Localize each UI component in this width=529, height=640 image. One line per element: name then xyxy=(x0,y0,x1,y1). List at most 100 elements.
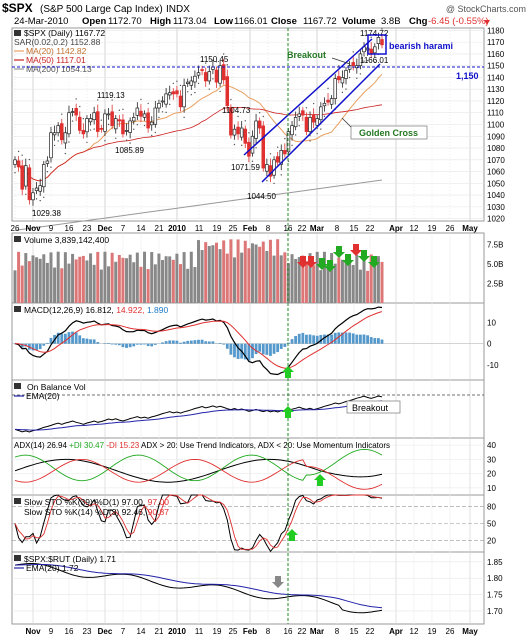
volume-bar xyxy=(304,260,308,303)
volume-down-arrow-icon xyxy=(297,256,309,268)
candle-body xyxy=(92,112,96,121)
candle-body xyxy=(128,120,132,133)
ma200-line xyxy=(14,179,383,231)
sar-dot xyxy=(50,166,52,168)
sar-dot xyxy=(140,98,142,101)
x-tick-label-top: 7 xyxy=(121,224,126,233)
sar-dot xyxy=(327,87,329,90)
extrema-label: 1174.72 xyxy=(360,29,389,38)
candle-body xyxy=(290,125,294,136)
y-tick-label: 1070 xyxy=(487,156,505,165)
sar-dot xyxy=(345,88,347,90)
volume-bar xyxy=(222,240,226,303)
candle-body xyxy=(250,135,255,154)
sar-dot xyxy=(370,36,372,38)
candle-body xyxy=(329,98,334,105)
macd-hist-bar xyxy=(315,335,319,344)
candle-body xyxy=(146,112,150,129)
volume-bar xyxy=(89,253,93,303)
macd-hist-bar xyxy=(117,343,121,346)
sar-dot xyxy=(298,125,300,127)
x-tick-label-top: Mar xyxy=(310,224,324,233)
chg-value: -6.45 (-0.55%) xyxy=(428,16,489,27)
volume-arrows xyxy=(297,244,380,272)
candle-body xyxy=(286,131,291,153)
sar-dot xyxy=(93,128,95,130)
macd-hist-bar xyxy=(359,334,362,344)
x-tick-label-top: 21 xyxy=(155,224,164,233)
x-tick-label-top: 22 xyxy=(366,224,375,233)
volume-bar xyxy=(168,256,172,303)
sar-dot xyxy=(291,144,293,147)
candle-body xyxy=(131,117,136,122)
volume-up-arrow-icon xyxy=(368,256,380,268)
x-tick-label-top: 9 xyxy=(49,224,54,233)
y-tick-label: 20 xyxy=(487,470,496,479)
candle-body xyxy=(254,120,258,139)
macd-hist-bar xyxy=(341,332,344,344)
macd-hist-bar xyxy=(301,332,305,344)
y-tick-label: 1120 xyxy=(487,97,505,106)
volume-bar xyxy=(337,257,341,303)
sar-dot xyxy=(104,140,106,142)
volume-bar xyxy=(236,239,240,303)
y-tick-label: 10 xyxy=(487,484,496,493)
candle-body xyxy=(49,132,53,159)
channel-upper-line xyxy=(243,38,373,156)
macd-hist-bar xyxy=(254,343,258,355)
volume-bar xyxy=(218,249,222,303)
harami-box xyxy=(367,34,387,55)
sar-dot xyxy=(237,115,239,118)
sar-dot xyxy=(53,144,56,147)
volume-bar xyxy=(81,255,85,303)
candle-body xyxy=(308,117,312,132)
volume-bar xyxy=(128,254,132,303)
macd-hist-bar xyxy=(45,342,49,344)
volume-bar xyxy=(348,256,352,303)
extrema-label: 1166.01 xyxy=(360,56,389,65)
x-tick-label-top: 22 xyxy=(298,224,307,233)
sar-dot xyxy=(64,152,67,155)
price-candles xyxy=(13,28,384,231)
candle-body xyxy=(275,156,280,163)
y-tick-label: 0 xyxy=(487,340,492,349)
volume-bar xyxy=(103,251,107,303)
sar-dot xyxy=(169,103,171,106)
volume-bar xyxy=(268,239,272,303)
volume-bar xyxy=(355,254,359,303)
volume-up-arrow-icon xyxy=(324,260,336,272)
volume-bar xyxy=(179,264,183,303)
macd-hist-bar xyxy=(229,343,233,355)
sar-dot xyxy=(356,77,358,80)
volume-bar xyxy=(333,263,337,303)
macd-hist-bar xyxy=(107,342,110,344)
macd-hist-bar xyxy=(233,343,236,358)
volume-bar xyxy=(139,266,143,303)
x-tick-label-bottom: 12 xyxy=(410,627,419,636)
y-tick-label: 7.5B xyxy=(487,241,503,250)
y-tick-label: 2.5B xyxy=(487,280,503,289)
sar-dot xyxy=(75,98,77,100)
volume-bar xyxy=(49,252,53,303)
legend-sar: SAR(0.02,0.2) 1152.88 xyxy=(14,37,101,47)
macd-hist-bar xyxy=(81,338,85,344)
sar-dot xyxy=(212,78,214,80)
macd-hist-bar xyxy=(31,343,35,351)
x-tick-label-bottom: 16 xyxy=(284,627,293,636)
candle-body xyxy=(243,128,248,144)
x-tick-label-top: 11 xyxy=(195,224,204,233)
sar-dot xyxy=(14,172,16,174)
candle-body xyxy=(167,92,172,96)
candle-body xyxy=(142,113,147,118)
candle-body xyxy=(96,111,100,132)
volume-bar xyxy=(31,255,35,303)
volume-bar xyxy=(67,263,71,303)
sar-dot xyxy=(222,53,225,55)
sar-dot xyxy=(21,154,23,156)
sar-dot xyxy=(68,141,70,143)
candle-body xyxy=(20,165,24,190)
macd-hist-bar xyxy=(125,343,128,348)
volume-bar xyxy=(35,257,39,303)
x-tick-label-bottom: 2010 xyxy=(168,627,186,636)
candle-body xyxy=(369,48,373,55)
